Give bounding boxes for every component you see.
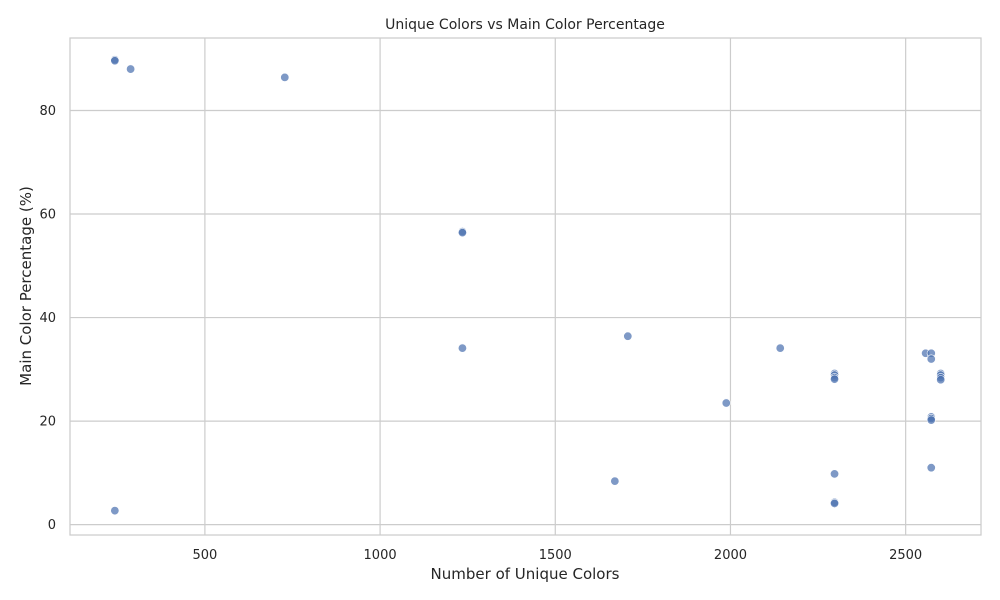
y-tick-label: 20 [39,415,56,430]
scatter-point [623,331,633,341]
y-tick-label: 60 [39,208,56,223]
y-tick-label: 40 [39,311,56,326]
scatter-point [936,375,946,385]
x-tick-label: 1500 [539,548,572,563]
scatter-point [830,498,840,508]
x-tick-label: 2000 [714,548,747,563]
plot-area-frame [69,37,982,536]
x-tick-label: 2500 [889,548,922,563]
x-tick-labels: 500 1000 1500 2000 2500 [192,548,922,563]
scatter-point [610,476,620,486]
y-tick-label: 0 [48,518,56,533]
y-tick-label: 80 [39,104,56,119]
scatter-point [775,343,785,353]
scatter-point [926,415,936,425]
x-tick-label: 500 [192,548,217,563]
scatter-point [926,463,936,473]
scatter-point [830,374,840,384]
y-axis-label: Main Color Percentage (%) [17,186,35,386]
scatter-point [457,343,467,353]
y-gridlines [70,109,981,526]
scatter-point [926,354,936,364]
scatter-point [830,469,840,479]
scatter-point [126,64,136,74]
scatter-point [110,506,120,516]
x-axis-label: Number of Unique Colors [431,565,620,583]
scatter-point [110,56,120,66]
scatter-point [721,398,731,408]
scatter-point [280,72,290,82]
scatter-point [457,228,467,238]
y-tick-labels: 0 20 40 60 80 [39,104,56,533]
x-gridlines [204,38,907,535]
x-tick-label: 1000 [364,548,397,563]
chart-title: Unique Colors vs Main Color Percentage [385,17,665,33]
data-points [110,55,946,516]
